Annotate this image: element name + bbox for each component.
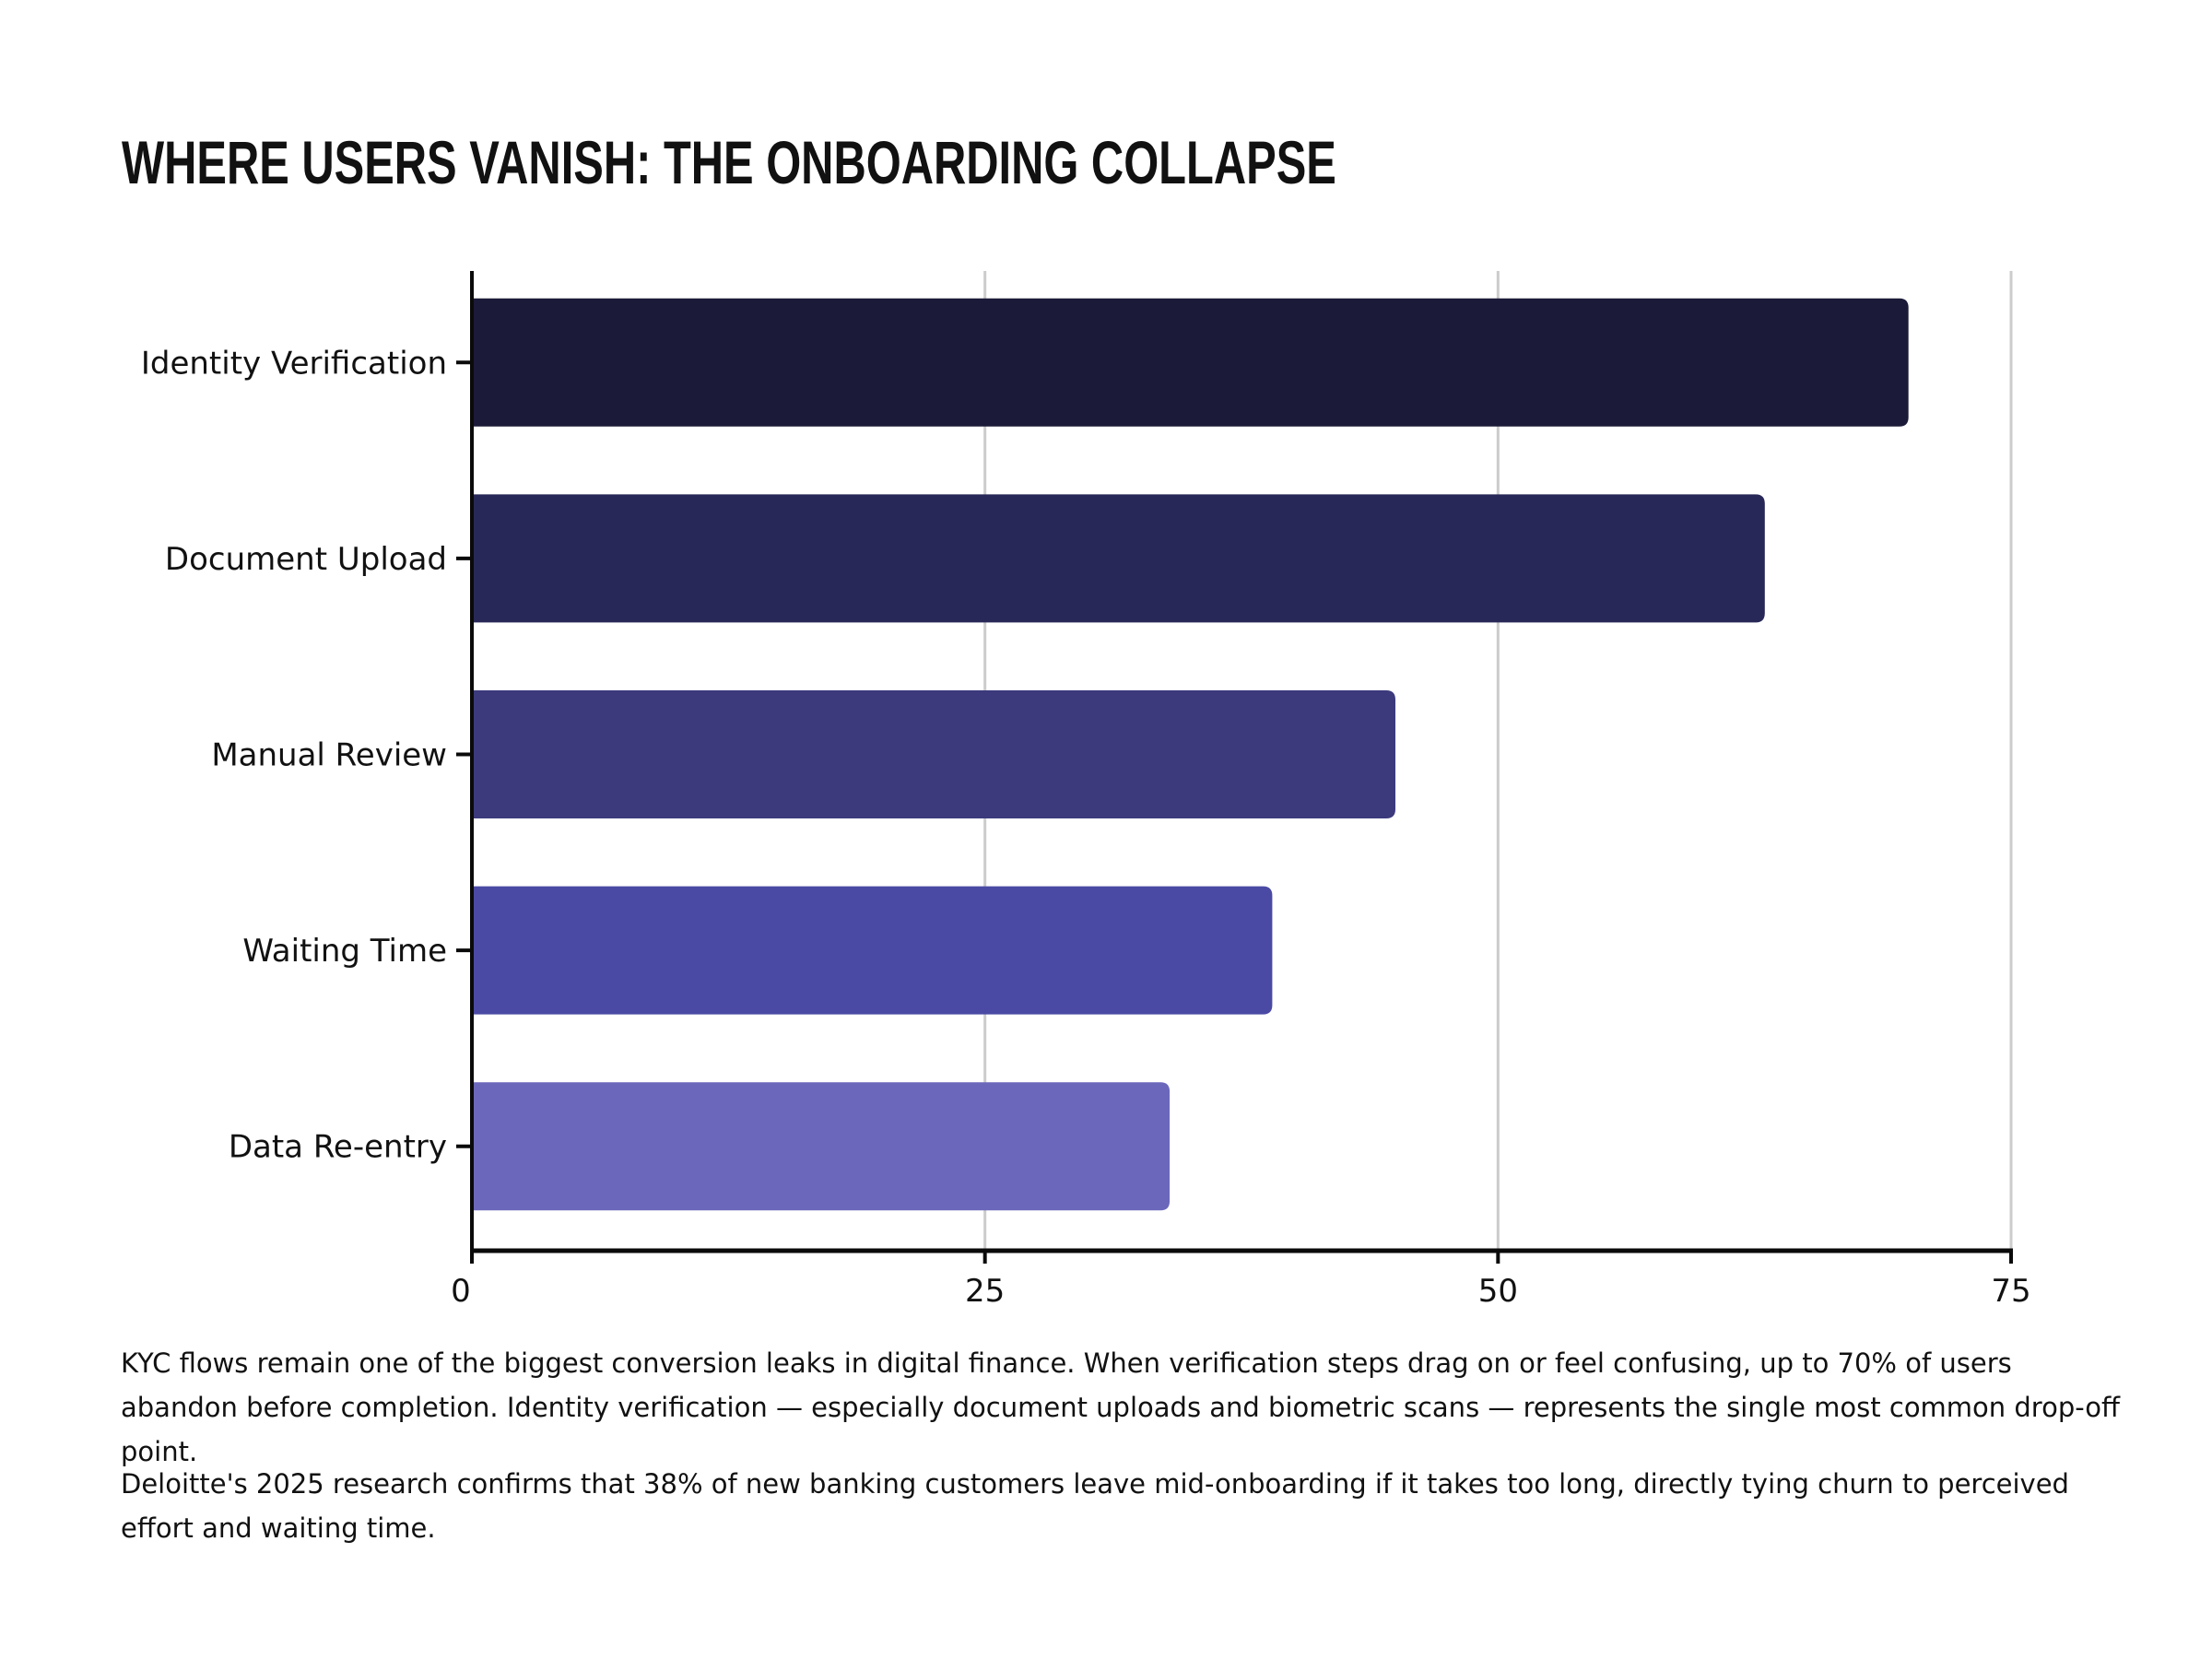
description-paragraph: Deloitte's 2025 research confirms that 3… bbox=[121, 1468, 2069, 1544]
chart-title: WHERE USERS VANISH: THE ONBOARDING COLLA… bbox=[122, 128, 1336, 196]
x-tick-label: 0 bbox=[451, 1273, 471, 1310]
y-tick-label: Document Upload bbox=[165, 541, 447, 578]
x-tick-label: 25 bbox=[965, 1273, 1005, 1310]
bar-waiting-time bbox=[472, 886, 1273, 1015]
y-tick-label: Manual Review bbox=[211, 737, 447, 774]
x-tick-label: 50 bbox=[1478, 1273, 1518, 1310]
x-tick-label: 75 bbox=[1991, 1273, 2030, 1310]
bar-manual-review bbox=[472, 690, 1395, 818]
bar-identity-verification bbox=[472, 298, 1909, 427]
y-tick-label: Data Re-entry bbox=[229, 1129, 447, 1166]
y-tick-label: Waiting Time bbox=[242, 933, 447, 970]
description-paragraph: KYC flows remain one of the biggest conv… bbox=[121, 1347, 2120, 1467]
y-tick-label: Identity Verification bbox=[141, 345, 447, 382]
bar-document-upload bbox=[472, 494, 1765, 623]
bar-data-re-entry bbox=[472, 1082, 1171, 1211]
